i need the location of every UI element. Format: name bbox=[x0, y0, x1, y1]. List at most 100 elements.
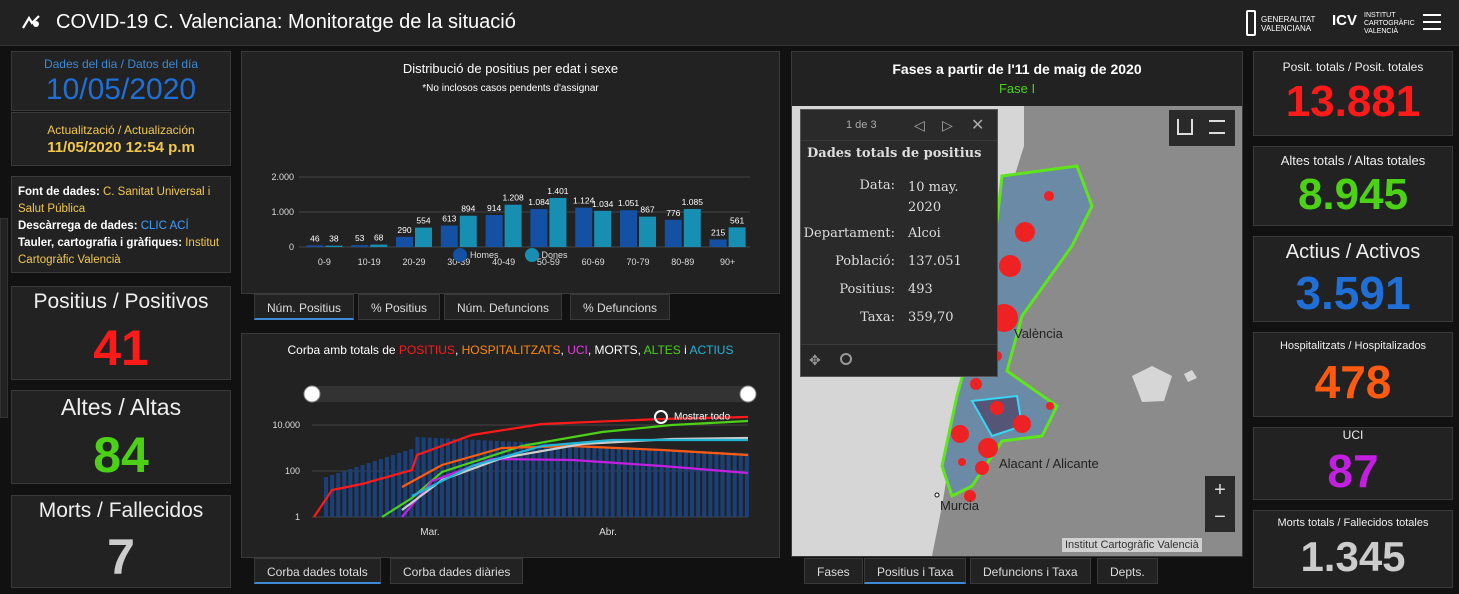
bar-value-label: 38 bbox=[329, 234, 339, 244]
field-key: Taxa: bbox=[860, 310, 895, 325]
close-icon[interactable]: ✕ bbox=[971, 117, 985, 134]
bar bbox=[325, 245, 343, 247]
hospitalized-card: Hospitalitzats / Hospitalizados 478 bbox=[1253, 332, 1453, 417]
map-panel: Fases a partir de l'11 de maig de 2020 F… bbox=[791, 51, 1243, 557]
daily-bar bbox=[372, 461, 377, 517]
daily-bar bbox=[452, 438, 457, 517]
date-panel: Dades del dia / Datos del día 10/05/2020 bbox=[11, 51, 231, 111]
total-deaths-label: Morts totals / Fallecidos totales bbox=[1277, 517, 1429, 529]
bar-value-label: 914 bbox=[487, 203, 501, 213]
daily-bar bbox=[549, 443, 554, 517]
legend-men[interactable]: Homes bbox=[469, 250, 499, 260]
zoom-to-icon[interactable] bbox=[840, 353, 852, 365]
download-link[interactable]: CLIC ACÍ bbox=[140, 220, 189, 232]
daily-bar bbox=[690, 450, 694, 517]
bar bbox=[549, 197, 567, 247]
next-icon[interactable]: ▷ bbox=[942, 117, 953, 133]
bar bbox=[594, 210, 612, 247]
pan-icon[interactable]: ✥ bbox=[809, 352, 821, 368]
age-chart-tabs: Núm. Positius % Positius Núm. Defuncions… bbox=[254, 294, 774, 321]
prev-icon[interactable]: ◁ bbox=[914, 117, 925, 133]
tab-defuncions-taxa[interactable]: Defuncions i Taxa bbox=[970, 558, 1091, 584]
deaths-card: Morts / Fallecidos 7 bbox=[11, 495, 231, 588]
active-value: 3.591 bbox=[1295, 267, 1411, 319]
daily-bar bbox=[385, 457, 389, 517]
deaths-label: Morts / Fallecidos bbox=[38, 499, 204, 522]
total-positives-card: Posit. totals / Posit. totales 13.881 bbox=[1253, 51, 1453, 136]
field-row: Departament: Alcoi bbox=[801, 222, 999, 250]
tab-corba-totals[interactable]: Corba dades totals bbox=[254, 558, 381, 584]
field-value: 137.051 bbox=[908, 254, 962, 269]
daily-bar bbox=[366, 463, 371, 517]
list-icon[interactable] bbox=[1209, 120, 1225, 134]
y-tick-label: 1 bbox=[295, 512, 300, 522]
map-tabs: Fases Positius i Taxa Defuncions i Taxa … bbox=[804, 558, 1244, 585]
daily-bar bbox=[476, 440, 481, 517]
daily-bar bbox=[598, 446, 603, 517]
daily-bar bbox=[458, 439, 463, 517]
bar bbox=[709, 239, 727, 247]
curve-title-sep: , bbox=[637, 343, 644, 357]
daily-bar bbox=[543, 443, 548, 517]
bar-value-label: 53 bbox=[355, 233, 365, 243]
map-title: Fases a partir de l'11 de maig de 2020 bbox=[892, 61, 1142, 77]
download-label: Descàrrega de dades: bbox=[18, 220, 141, 232]
zoom-controls: + − bbox=[1205, 476, 1235, 532]
left-edge-tab[interactable] bbox=[0, 218, 8, 418]
tab-positius-taxa[interactable]: Positius i Taxa bbox=[864, 558, 967, 584]
uci-card: UCI 87 bbox=[1253, 427, 1453, 500]
daily-bar bbox=[500, 441, 505, 517]
update-value: 11/05/2020 12:54 p.m bbox=[47, 139, 195, 156]
home-icon[interactable] bbox=[1177, 119, 1193, 135]
tab-pct-defuncions[interactable]: % Defuncions bbox=[570, 294, 671, 320]
curve-chart-title: Corba amb totals de POSITIUS, HOSPITALIT… bbox=[242, 343, 779, 357]
daily-bar bbox=[421, 437, 426, 517]
total-positives-value: 13.881 bbox=[1285, 77, 1421, 126]
daily-bar bbox=[494, 440, 499, 517]
daily-bar bbox=[354, 467, 359, 517]
map-label-valencia: València bbox=[1014, 326, 1063, 341]
curve-title-positius: POSITIUS bbox=[398, 343, 455, 357]
show-all-button[interactable]: Mostrar todo bbox=[654, 410, 730, 424]
icv-logo-line2: CARTOGRÀFIC bbox=[1364, 20, 1415, 27]
field-value: Alcoi bbox=[908, 226, 941, 241]
bar bbox=[370, 244, 388, 247]
total-discharges-card: Altes totals / Altas totales 8.945 bbox=[1253, 146, 1453, 226]
daily-bar bbox=[378, 459, 383, 517]
field-value: 359,70 bbox=[908, 310, 954, 325]
popup-header: 1 de 3 ◁ ▷ ✕ bbox=[801, 110, 997, 141]
tab-num-defuncions[interactable]: Núm. Defuncions bbox=[444, 294, 563, 320]
tab-num-positius[interactable]: Núm. Positius bbox=[254, 294, 355, 320]
curve-chart-panel: Corba amb totals de POSITIUS, HOSPITALIT… bbox=[241, 333, 780, 558]
popup-fields: Data: 10 may. 2020 Departament: Alcoi Pobl… bbox=[801, 174, 999, 334]
age-chart: 0 1.000 2.000 46 38 0-9 53 68 10-19 290 554 20-29 61… bbox=[271, 172, 750, 267]
zoom-out-button[interactable]: − bbox=[1214, 506, 1226, 528]
positives-label: Positius / Positivos bbox=[33, 290, 209, 313]
daily-bar bbox=[427, 437, 432, 517]
update-panel: Actualització / Actualización 11/05/2020… bbox=[11, 112, 231, 166]
tab-pct-positius[interactable]: % Positius bbox=[358, 294, 441, 320]
hospitalized-value: 478 bbox=[1314, 356, 1392, 408]
series-line bbox=[381, 419, 749, 518]
bar-value-label: 1.208 bbox=[502, 193, 524, 203]
zoom-in-button[interactable]: + bbox=[1214, 479, 1226, 501]
daily-bar bbox=[629, 447, 633, 517]
tab-fases[interactable]: Fases bbox=[804, 558, 863, 584]
legend-women[interactable]: Dones bbox=[541, 250, 568, 260]
tab-corba-diaries[interactable]: Corba dades diàries bbox=[390, 558, 524, 584]
field-key: Positius: bbox=[839, 282, 895, 297]
active-label: Actius / Activos bbox=[1285, 241, 1421, 263]
tab-depts[interactable]: Depts. bbox=[1097, 558, 1158, 584]
x-tick-label: 10-19 bbox=[358, 257, 381, 267]
x-tick-label: 30-39 bbox=[447, 257, 470, 267]
bar bbox=[396, 236, 413, 247]
hospitalized-label: Hospitalitzats / Hospitalizados bbox=[1279, 340, 1427, 352]
menu-icon[interactable] bbox=[1423, 14, 1441, 30]
daily-bar bbox=[513, 441, 518, 517]
field-row: Taxa: 359,70 bbox=[801, 306, 999, 334]
daily-bar bbox=[671, 449, 676, 517]
daily-bar bbox=[604, 446, 609, 517]
daily-bar bbox=[702, 451, 707, 517]
bar-value-label: 561 bbox=[730, 215, 744, 225]
y-tick-label: 1.000 bbox=[271, 207, 294, 217]
